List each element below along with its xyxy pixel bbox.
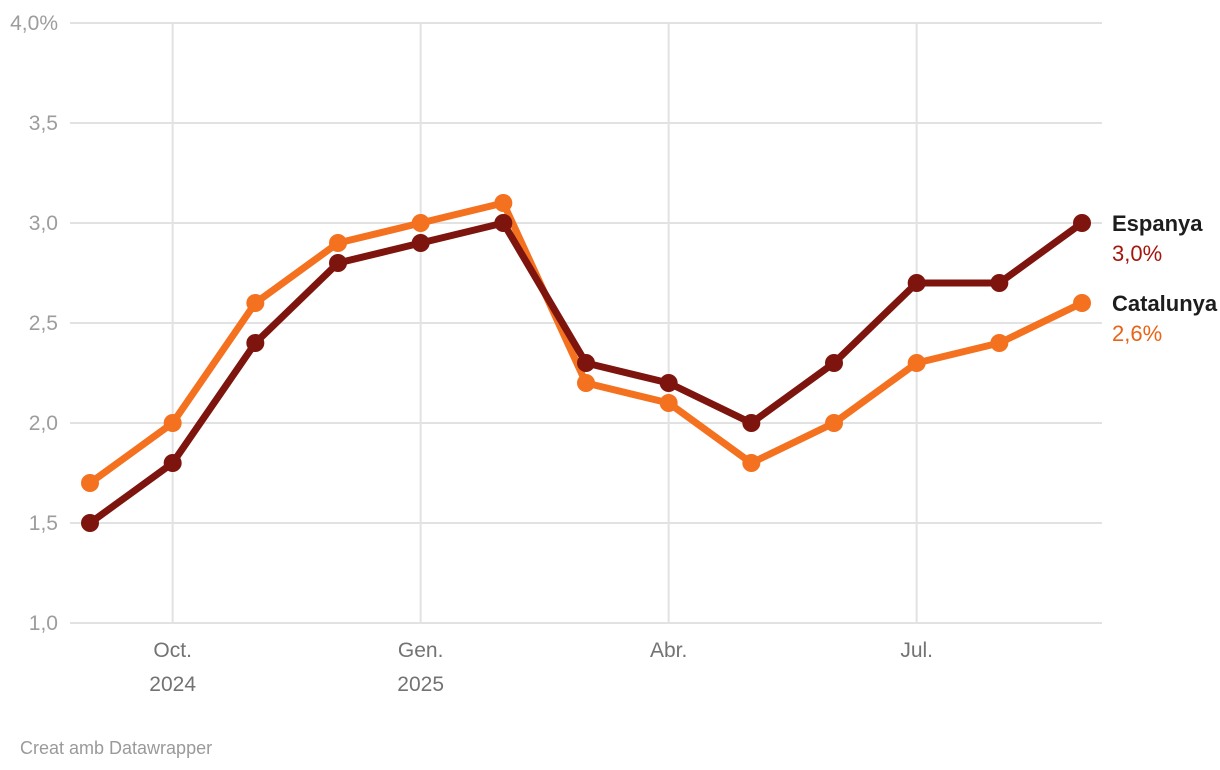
x-axis-tick-label: Jul. xyxy=(900,639,933,662)
data-point-catalunya[interactable] xyxy=(81,474,99,492)
x-axis-tick-label: Oct. xyxy=(153,639,192,662)
data-point-catalunya[interactable] xyxy=(577,374,595,392)
data-point-espanya[interactable] xyxy=(990,274,1009,292)
series-label-espanya: Espanya xyxy=(1112,211,1203,236)
data-point-catalunya[interactable] xyxy=(329,234,347,252)
data-point-espanya[interactable] xyxy=(81,514,99,532)
data-point-espanya[interactable] xyxy=(246,334,265,352)
y-axis-tick-label: 1,5 xyxy=(29,512,58,535)
data-point-catalunya[interactable] xyxy=(742,454,761,472)
series-value-catalunya: 2,6% xyxy=(1112,321,1162,346)
data-point-espanya[interactable] xyxy=(907,274,926,292)
series-label-catalunya: Catalunya xyxy=(1112,291,1218,316)
x-axis-tick-label: Abr. xyxy=(650,639,687,662)
data-point-catalunya[interactable] xyxy=(907,354,926,372)
data-point-espanya[interactable] xyxy=(163,454,182,472)
series-line-espanya xyxy=(86,219,1086,527)
data-point-espanya[interactable] xyxy=(494,214,513,232)
data-point-espanya[interactable] xyxy=(577,354,595,372)
chart-canvas: 4,0% 3,5 3,0 2,5 2,0 1,5 1,0 Oct. 2024 Gen. 2025 Ab… xyxy=(10,12,1218,696)
data-point-catalunya[interactable] xyxy=(494,194,513,212)
series-line-catalunya xyxy=(86,199,1086,487)
y-axis-tick-label: 3,0 xyxy=(29,212,58,235)
data-point-espanya[interactable] xyxy=(411,234,430,252)
data-point-espanya[interactable] xyxy=(1073,214,1091,232)
y-axis-tick-label: 1,0 xyxy=(29,612,58,635)
series-value-espanya: 3,0% xyxy=(1112,241,1162,266)
x-axis-tick-label: 2024 xyxy=(149,673,196,696)
data-point-catalunya[interactable] xyxy=(990,334,1009,352)
x-axis-tick-label: Gen. xyxy=(398,639,444,662)
x-axis-tick-label: 2025 xyxy=(397,673,444,696)
attribution-link[interactable]: Creat amb Datawrapper xyxy=(20,738,213,758)
data-point-catalunya[interactable] xyxy=(1073,294,1091,312)
data-point-espanya[interactable] xyxy=(825,354,843,372)
y-axis-tick-label: 2,5 xyxy=(29,312,58,335)
data-point-catalunya[interactable] xyxy=(659,394,678,412)
data-point-espanya[interactable] xyxy=(329,254,347,272)
data-point-espanya[interactable] xyxy=(659,374,678,392)
data-point-catalunya[interactable] xyxy=(163,414,182,432)
data-point-catalunya[interactable] xyxy=(411,214,430,232)
y-axis-tick-label: 2,0 xyxy=(29,412,58,435)
y-axis-tick-label: 3,5 xyxy=(29,112,58,135)
data-point-catalunya[interactable] xyxy=(246,294,265,312)
data-point-espanya[interactable] xyxy=(742,414,761,432)
data-point-catalunya[interactable] xyxy=(825,414,843,432)
y-axis-tick-label: 4,0% xyxy=(10,12,58,35)
